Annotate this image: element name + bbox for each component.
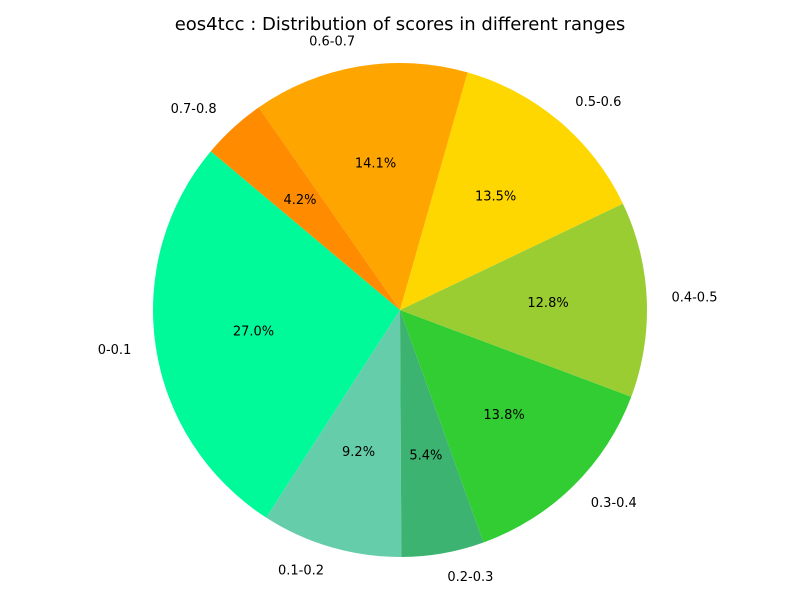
pie-slice-0.5-0.6 bbox=[400, 72, 623, 311]
pie-slice-0.6-0.7 bbox=[258, 63, 468, 310]
pie-slice-0.3-0.4 bbox=[400, 310, 632, 543]
percent-label-0.3-0.4: 13.8% bbox=[483, 408, 524, 423]
slice-label-0-0.1: 0-0.1 bbox=[98, 343, 132, 358]
percent-label-0.1-0.2: 9.2% bbox=[342, 445, 375, 460]
percent-label-0.7-0.8: 4.2% bbox=[283, 193, 316, 208]
slice-label-0.5-0.6: 0.5-0.6 bbox=[575, 95, 621, 110]
pie-slice-0.1-0.2 bbox=[266, 310, 402, 558]
slice-label-0.3-0.4: 0.3-0.4 bbox=[591, 496, 637, 511]
category-labels: 0-0.1 0.1-0.2 0.2-0.3 0.3-0.4 0.4-0.5 0.5-0.6… bbox=[98, 35, 718, 586]
percent-label-0.5-0.6: 13.5% bbox=[475, 189, 516, 204]
percent-label-0-0.1: 27.0% bbox=[233, 325, 274, 340]
percent-label-0.2-0.3: 5.4% bbox=[409, 448, 442, 463]
pie-slices bbox=[153, 63, 647, 558]
slice-label-0.7-0.8: 0.7-0.8 bbox=[171, 102, 217, 117]
slice-label-0.1-0.2: 0.1-0.2 bbox=[278, 563, 324, 578]
percent-label-0.6-0.7: 14.1% bbox=[355, 156, 396, 171]
slice-label-0.2-0.3: 0.2-0.3 bbox=[447, 570, 493, 585]
slice-label-0.4-0.5: 0.4-0.5 bbox=[671, 291, 717, 306]
pie-slice-0.2-0.3 bbox=[400, 310, 484, 557]
percent-labels: 27.0% 9.2% 5.4% 13.8% 12.8% 13.5% 14.1% 4.2% bbox=[233, 156, 569, 463]
pie-slice-0-0.1 bbox=[153, 151, 400, 518]
chart-title: eos4tcc : Distribution of scores in diff… bbox=[175, 14, 626, 35]
slice-label-0.6-0.7: 0.6-0.7 bbox=[309, 35, 355, 50]
pie-slice-0.4-0.5 bbox=[400, 203, 647, 397]
pie-slice-0.7-0.8 bbox=[210, 107, 400, 311]
percent-label-0.4-0.5: 12.8% bbox=[527, 296, 568, 311]
